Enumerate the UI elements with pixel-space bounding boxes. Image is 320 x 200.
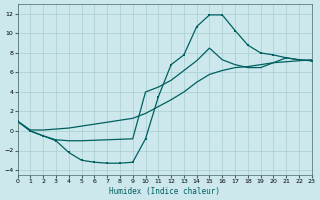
X-axis label: Humidex (Indice chaleur): Humidex (Indice chaleur): [109, 187, 220, 196]
